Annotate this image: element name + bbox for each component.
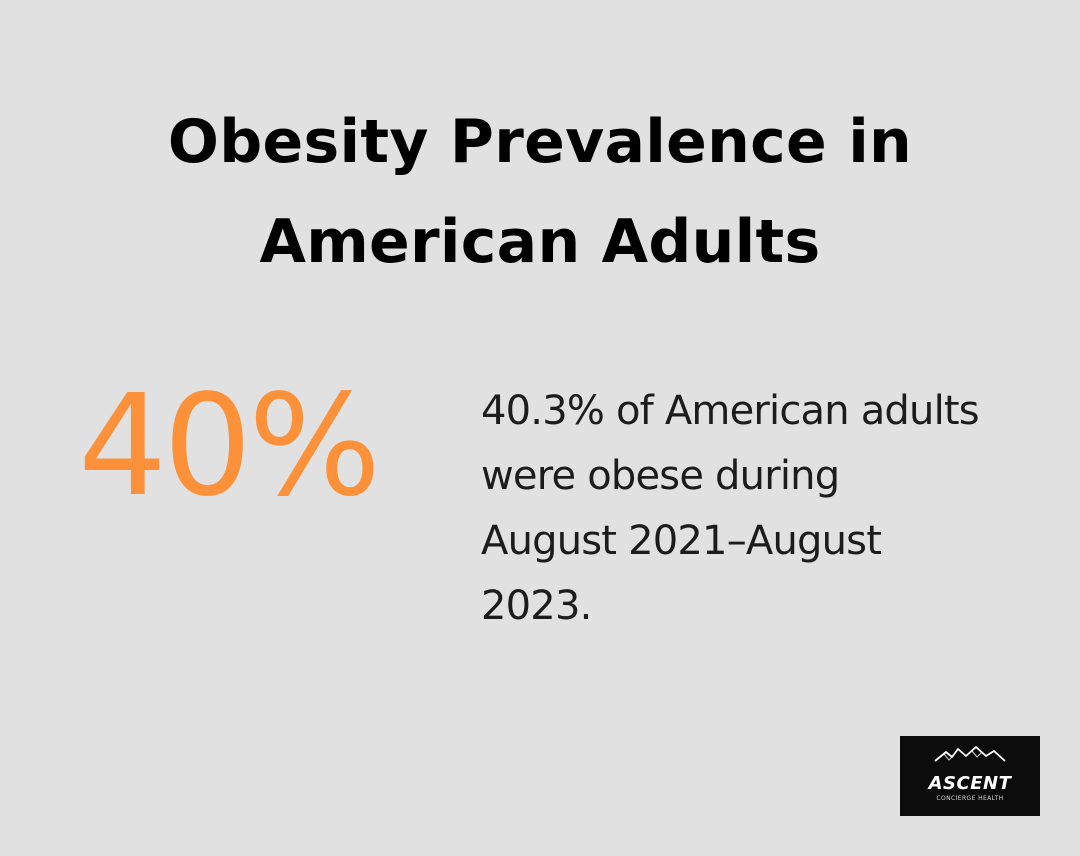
stat-description: 40.3% of American adults were obese duri…: [481, 388, 980, 629]
logo-graphic: ASCENT CONCIERGE HEALTH: [900, 736, 1040, 816]
title-line-2: American Adults: [259, 207, 821, 277]
ascent-logo: ASCENT CONCIERGE HEALTH: [900, 736, 1040, 816]
mountain-icon: [934, 746, 1006, 762]
page-title: Obesity Prevalence in American Adults: [60, 92, 1020, 292]
title-line-1: Obesity Prevalence in: [167, 107, 913, 177]
stat-value: 40%: [78, 365, 381, 528]
logo-tagline: CONCIERGE HEALTH: [936, 795, 1003, 802]
logo-name: ASCENT: [927, 773, 1013, 794]
